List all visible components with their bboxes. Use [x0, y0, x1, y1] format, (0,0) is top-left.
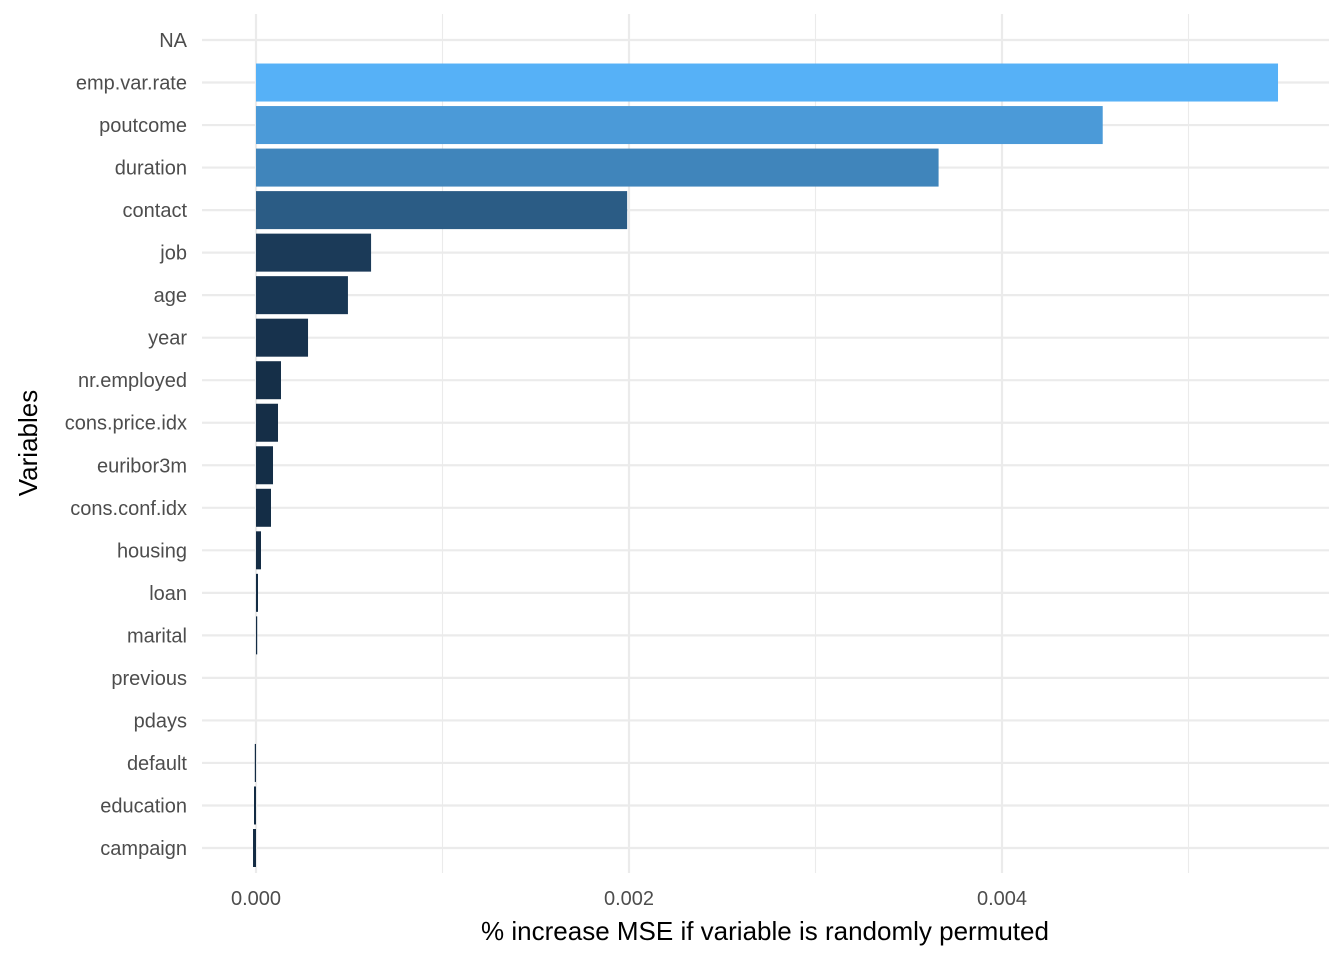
- bar-euribor3m: [256, 446, 274, 485]
- x-axis-title: % increase MSE if variable is randomly p…: [481, 916, 1049, 946]
- y-tick-label: cons.conf.idx: [70, 498, 187, 520]
- x-axis-tick-labels: 0.000 0.002 0.004: [231, 888, 1027, 910]
- bar-marital: [256, 616, 258, 655]
- y-tick-label: campaign: [100, 838, 187, 860]
- y-tick-label: previous: [111, 668, 187, 690]
- x-tick-label: 0.004: [977, 888, 1027, 910]
- y-tick-label: housing: [117, 540, 187, 562]
- bar-cons-price-idx: [256, 403, 279, 442]
- y-tick-label: NA: [159, 30, 187, 52]
- x-tick-label: 0.000: [231, 888, 281, 910]
- y-tick-label: cons.price.idx: [65, 413, 187, 435]
- y-axis-tick-labels: NA emp.var.rate poutcome duration contact job…: [65, 30, 188, 860]
- y-tick-label: loan: [149, 583, 187, 605]
- bar-year: [256, 318, 309, 357]
- bar-campaign: [253, 829, 256, 867]
- x-tick-label: 0.002: [604, 888, 654, 910]
- bar-duration: [256, 148, 939, 187]
- bar-loan: [256, 573, 258, 612]
- bar-education: [254, 786, 256, 825]
- bar-job: [256, 233, 372, 272]
- bar-age: [256, 276, 348, 315]
- y-tick-label: marital: [127, 625, 187, 647]
- bar-housing: [256, 531, 261, 570]
- y-tick-label: euribor3m: [97, 455, 187, 477]
- y-tick-label: job: [159, 243, 187, 265]
- y-tick-label: default: [127, 753, 187, 775]
- y-tick-label: contact: [123, 200, 188, 222]
- bar-nr-employed: [256, 361, 281, 400]
- y-axis-title: Variables: [13, 390, 43, 496]
- bar-emp-var-rate: [256, 63, 1279, 102]
- y-tick-label: nr.employed: [78, 370, 187, 392]
- y-tick-label: pdays: [134, 710, 187, 732]
- bar-poutcome: [256, 106, 1103, 145]
- y-tick-label: education: [100, 795, 187, 817]
- y-tick-label: poutcome: [99, 115, 187, 137]
- bars: [253, 63, 1279, 867]
- bar-contact: [256, 191, 628, 230]
- y-tick-label: year: [148, 328, 187, 350]
- major-gridlines: [202, 14, 1329, 873]
- y-tick-label: duration: [115, 158, 187, 180]
- y-tick-label: age: [154, 285, 187, 307]
- bar-cons-conf-idx: [256, 488, 271, 527]
- bar-default: [254, 743, 256, 782]
- y-tick-label: emp.var.rate: [76, 73, 187, 95]
